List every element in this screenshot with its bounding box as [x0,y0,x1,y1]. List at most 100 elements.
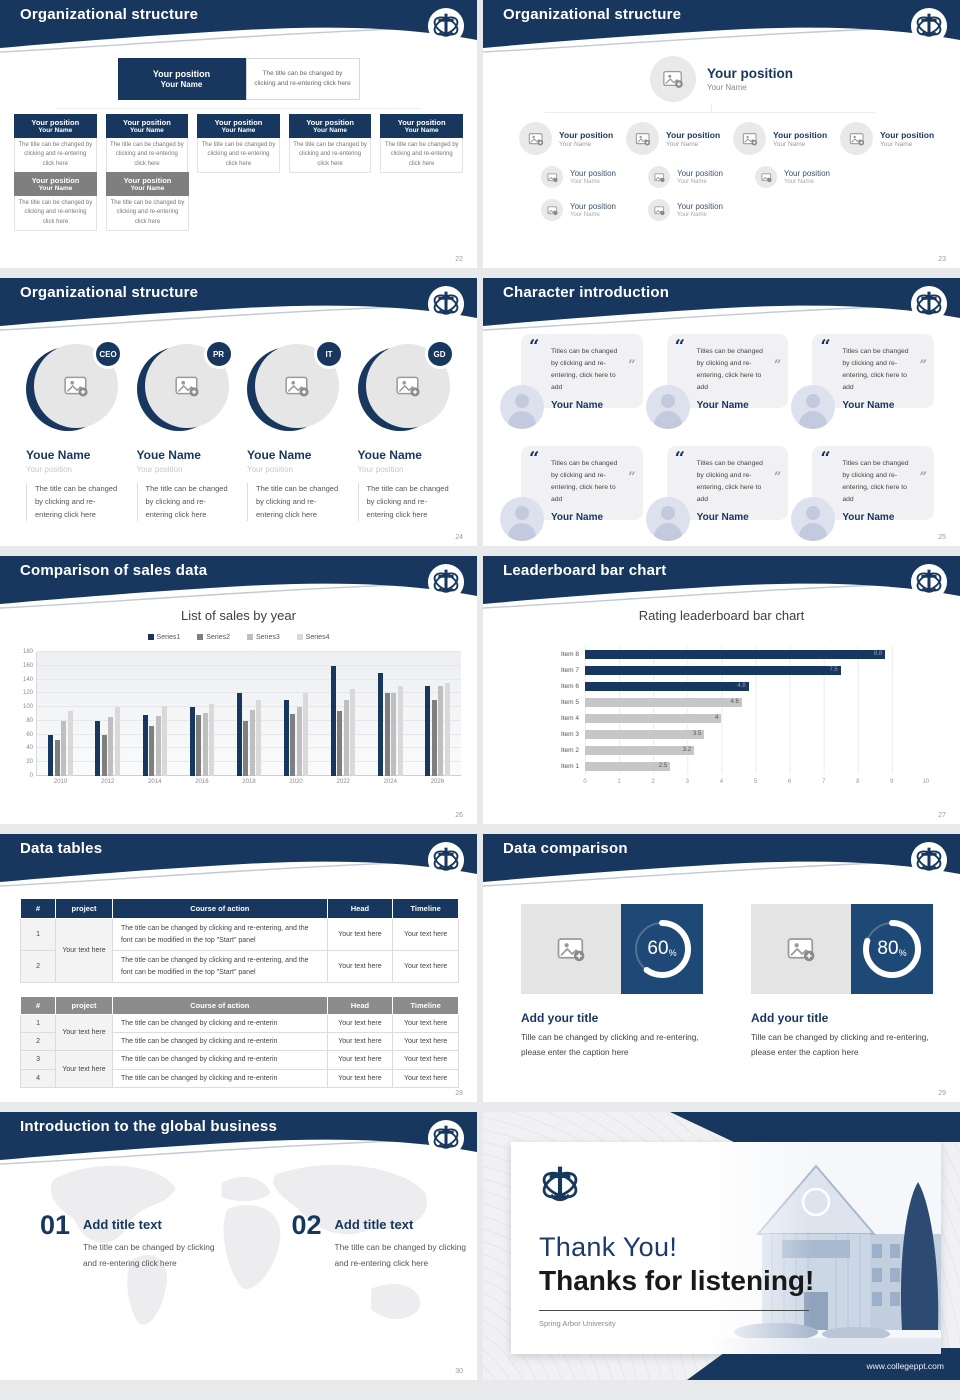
numbered-items: 01 Add title text The title can be chang… [40,1212,477,1272]
quote-text: Titles can be changed by clicking and re… [551,348,618,391]
bar-series3-2010 [61,720,67,776]
bar-series3-2016 [202,712,208,776]
category-label: Item 5 [560,698,579,706]
open-quote-icon: “ [820,336,831,357]
role-badge: GD [424,339,455,369]
bar-item-7: 7.5 [585,665,841,675]
comparison-panel: 60% Add your title Tille can be changed … [521,904,703,1060]
caption-text: The title can be changed by clicking and… [26,483,120,522]
slide-29-data-comparison[interactable]: Data comparison [483,834,960,1102]
quote-card: “ Titles can be changed by clicking and … [500,334,643,429]
close-quote-icon: ” [773,358,782,373]
bar-group: 2014 [131,652,178,785]
image-placeholder-icon: CEO [34,339,123,428]
profile-card: GD Youe Name Your position The title can… [357,339,455,522]
y-tick-label: 180 [22,649,33,655]
slide-25-character-introduction[interactable]: Character introduction “ Titles can be c… [483,278,960,546]
open-quote-icon: “ [529,448,540,469]
y-tick-label: 40 [26,745,33,752]
slide-title: Data comparison [503,840,628,857]
y-tick-label: 100 [22,704,33,711]
numbered-item: 01 Add title text The title can be chang… [40,1212,226,1272]
slide-22-organizational-structure[interactable]: Organizational structure Your position Y… [0,0,477,268]
position-label: Your position [247,465,293,474]
slide-header: Organizational structure [0,278,477,332]
role-badge: PR [203,339,234,369]
image-placeholder-icon [840,122,873,155]
bar-item-2: 3.2 [585,745,695,755]
bar-series4-2010 [67,711,73,776]
comparison-panels: 60% Add your title Tille can be changed … [521,904,933,1060]
quote-card: “ Titles can be changed by clicking and … [645,446,789,541]
panel-caption: Tille can be changed by clicking and re-… [751,1032,929,1057]
slide-thank-you[interactable]: Thank You! Thanks for listening! Spring … [483,1112,960,1380]
table-row: 3 Your text here The title can be change… [19,1050,459,1088]
quote-cards: “ Titles can be changed by clicking and … [500,334,934,541]
quote-text: Titles can be changed by clicking and re… [696,348,763,391]
chart-bars: 2010 2012 2014 2016 2018 2020 2022 2024 2026 [37,652,461,785]
bar-series4-2018 [256,700,262,776]
position-label: Your position [357,465,404,474]
header-wave-shape [483,0,960,53]
y-tick-label: 160 [22,662,33,669]
bar-track: 8.8 [585,649,926,659]
x-tick-label: 2012 [100,779,115,785]
bar-series1-2010 [48,734,54,776]
x-tick-label: 2010 [53,779,68,785]
image-placeholder-icon: GD [365,339,455,428]
university-logo-icon [427,841,465,879]
name-label: Youe Name [247,448,312,462]
slide-23-organizational-structure[interactable]: Organizational structure Your position Y… [483,0,960,268]
image-placeholder-icon [650,56,696,102]
bar-series2-2022 [337,710,343,776]
profile-card: PR Youe Name Your position The title can… [136,339,234,522]
bar-series1-2020 [283,700,289,776]
quote-text: Titles can be changed by clicking and re… [842,460,909,503]
bar-track: 7.5 [585,665,926,675]
name-label: Youe Name [136,448,201,462]
percent-sign: % [668,947,677,958]
profile-card: IT Youe Name Your position The title can… [247,339,344,522]
header-wave-shape [0,278,477,331]
y-tick-label: 140 [22,676,33,683]
chart-title: List of sales by year [181,608,296,623]
open-quote-icon: “ [820,448,831,469]
bar-track: 4 [585,713,926,723]
slide-24-organizational-structure[interactable]: Organizational structure CEO Youe Name Y… [0,278,477,546]
slide-title: Comparison of sales data [20,562,208,579]
bar-series1-2014 [142,715,148,776]
panel-heading: Add your title [521,1011,599,1025]
position-label: Your position [707,66,793,81]
legend-item: Series4 [296,634,329,641]
profile-columns: CEO Youe Name Your position The title ca… [26,339,455,522]
caption-text: The title can be changed by clicking and… [136,483,231,522]
x-axis-ticks: 0 1 2 3 4 5 6 7 8 9 10 [583,779,930,785]
slide-header: Data tables [0,834,477,888]
thank-you-line1: Thank You! [539,1232,678,1262]
bar-series1-2016 [189,707,195,776]
slide-28-data-tables[interactable]: Data tables # project Course of action H… [0,834,477,1102]
page-number: 25 [938,534,946,541]
item-heading: Add title text [83,1217,162,1232]
connector-line [711,104,712,112]
slide-26-comparison-of-sales-data[interactable]: Comparison of sales data List of sales b… [0,556,477,824]
percent-value: 80 [877,938,899,959]
quote-text: Titles can be changed by clicking and re… [696,460,763,503]
bar-series1-2022 [330,665,336,776]
slide-27-leaderboard-bar-chart[interactable]: Leaderboard bar chart Rating leaderboard… [483,556,960,824]
header-wave-shape [483,834,960,887]
page-number: 29 [938,1090,946,1097]
gridline [37,692,461,694]
name-label: Your Name [842,511,895,523]
slide-title: Organizational structure [20,6,199,23]
slide-30-introduction-global-business[interactable]: Introduction to the global business 01 A… [0,1112,477,1380]
slide-title: Leaderboard bar chart [503,562,667,579]
university-logo-icon [537,1162,583,1208]
image-placeholder-icon [541,199,563,221]
legend-swatch [247,634,253,641]
bar-series2-2012 [101,734,107,776]
y-tick-label: 80 [26,717,33,724]
page-number: 30 [455,1368,463,1375]
header-wave-shape [0,834,477,887]
slide-header: Character introduction [483,278,960,332]
